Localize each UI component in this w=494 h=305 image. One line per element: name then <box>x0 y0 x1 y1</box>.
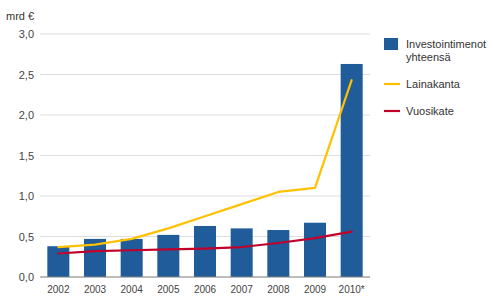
legend-label: Investointimenotyhteensä <box>406 38 486 63</box>
x-tick-label: 2006 <box>194 284 217 295</box>
y-tick-label: 3,0 <box>19 28 34 40</box>
legend-swatch <box>384 110 400 112</box>
x-axis-line <box>40 277 370 278</box>
grid-line <box>40 196 370 197</box>
x-tick-label: 2005 <box>157 284 180 295</box>
grid-line <box>40 277 370 278</box>
y-tick-label: 0,5 <box>19 231 34 243</box>
bar <box>47 246 69 277</box>
grid-line <box>40 34 370 35</box>
x-tick-label: 2009 <box>304 284 327 295</box>
y-tick-label: 2,5 <box>19 69 34 81</box>
legend: Investointimenotyhteensä Lainakanta Vuosik… <box>384 38 486 117</box>
legend-label: Vuosikate <box>406 105 454 117</box>
x-tick-label: 2004 <box>121 284 144 295</box>
legend-swatch <box>384 38 398 50</box>
y-tick-label: 0,0 <box>19 271 34 283</box>
bar <box>267 230 289 277</box>
grid-line <box>40 155 370 156</box>
bar <box>304 223 326 277</box>
x-tick-label: 2007 <box>231 284 254 295</box>
grid-line <box>40 115 370 116</box>
y-tick-label: 1,0 <box>19 190 34 202</box>
bar <box>231 228 253 277</box>
line <box>58 80 351 247</box>
bar <box>157 235 179 277</box>
x-tick-label: 2003 <box>84 284 107 295</box>
bar-series <box>47 64 362 277</box>
y-tick-label: 1,5 <box>19 150 34 162</box>
marks <box>47 64 362 277</box>
x-tick-label: 2002 <box>47 284 70 295</box>
bar <box>121 239 143 277</box>
y-axis-label: mrd € <box>6 10 34 22</box>
x-tick-label: 2008 <box>267 284 290 295</box>
bar <box>341 64 363 277</box>
y-tick-label: 2,0 <box>19 109 34 121</box>
line <box>58 232 351 254</box>
x-tick-label: 2010* <box>339 284 365 295</box>
bar <box>194 226 216 277</box>
y-tick-labels: 0,0 0,5 1,0 1,5 2,0 2,5 3,0 <box>19 28 34 283</box>
y-grid <box>40 34 370 277</box>
legend-label: Lainakanta <box>406 78 461 90</box>
x-tick-labels: 2002 2003 2004 2005 2006 2007 2008 2009 2010* <box>47 284 365 295</box>
grid-line <box>40 74 370 75</box>
legend-swatch <box>384 83 400 85</box>
chart: 0,00,51,01,52,02,53,0mrd €20022003200420… <box>0 0 494 305</box>
